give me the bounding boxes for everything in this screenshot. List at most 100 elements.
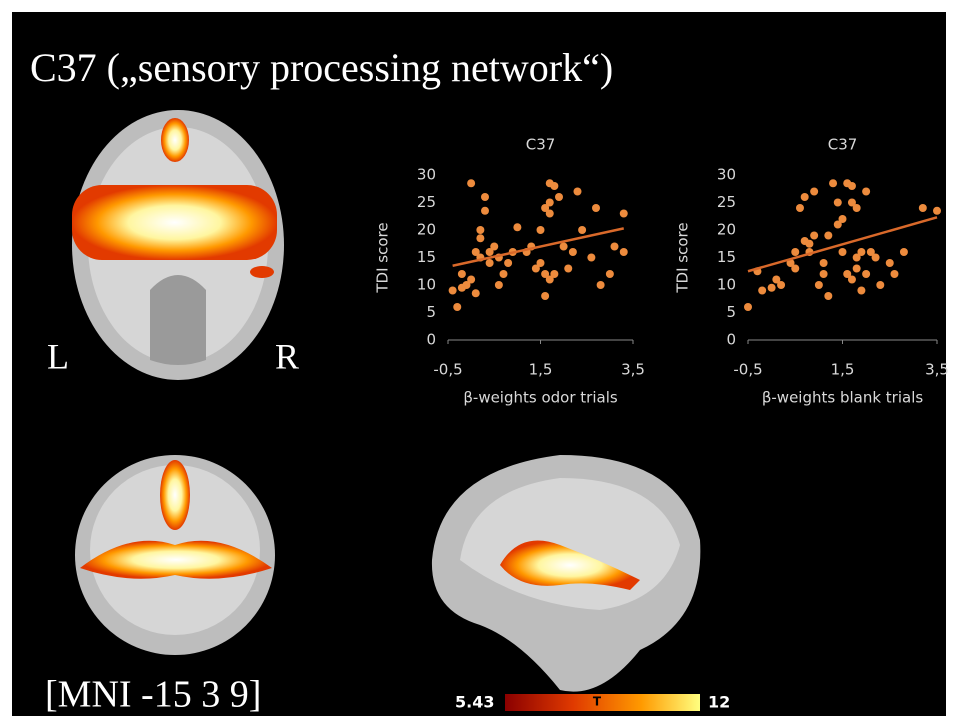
data-point xyxy=(476,226,484,234)
data-point xyxy=(592,204,600,212)
axial-brain xyxy=(72,110,284,380)
chart-title: C37 xyxy=(526,136,556,154)
data-point xyxy=(458,270,466,278)
data-point xyxy=(486,259,494,267)
data-point xyxy=(495,281,503,289)
data-point xyxy=(606,270,614,278)
data-point xyxy=(820,270,828,278)
data-point xyxy=(886,259,894,267)
data-point xyxy=(537,259,545,267)
y-tick-label: 5 xyxy=(426,303,436,321)
data-point xyxy=(481,193,489,201)
data-point xyxy=(829,179,837,187)
data-point xyxy=(857,287,865,295)
data-point xyxy=(564,265,572,273)
data-point xyxy=(555,193,563,201)
data-point xyxy=(805,240,813,248)
data-point xyxy=(449,287,457,295)
left-label: L xyxy=(47,336,69,376)
data-point xyxy=(620,210,628,218)
data-point xyxy=(919,204,927,212)
data-point xyxy=(550,270,558,278)
y-tick-label: 20 xyxy=(417,221,436,239)
y-tick-label: 20 xyxy=(717,221,736,239)
x-tick-label: 1,5 xyxy=(831,361,855,379)
y-axis-label: TDI score xyxy=(374,222,392,293)
data-point xyxy=(824,292,832,300)
data-point xyxy=(560,243,568,251)
x-tick-label: 1,5 xyxy=(529,361,553,379)
data-point xyxy=(834,199,842,207)
data-point xyxy=(481,207,489,215)
x-tick-label: 3,5 xyxy=(925,361,949,379)
x-tick-label: -0,5 xyxy=(733,361,762,379)
data-point xyxy=(791,248,799,256)
data-point xyxy=(876,281,884,289)
slide-title: C37 („sensory processing network“) xyxy=(30,45,613,90)
data-point xyxy=(504,259,512,267)
x-axis-label: β-weights blank trials xyxy=(762,389,924,407)
data-point xyxy=(587,254,595,262)
data-point xyxy=(578,226,586,234)
data-point xyxy=(862,270,870,278)
data-point xyxy=(848,182,856,190)
colorbar-label: T xyxy=(593,695,602,709)
data-point xyxy=(933,207,941,215)
data-point xyxy=(768,284,776,292)
chart-title: C37 xyxy=(828,136,858,154)
data-point xyxy=(796,204,804,212)
data-point xyxy=(890,270,898,278)
y-tick-label: 0 xyxy=(726,331,736,349)
colorbar-min: 5.43 xyxy=(455,693,494,712)
data-point xyxy=(853,265,861,273)
data-point xyxy=(597,281,605,289)
data-point xyxy=(848,276,856,284)
data-point xyxy=(862,188,870,196)
data-point xyxy=(839,215,847,223)
data-point xyxy=(490,243,498,251)
y-tick-label: 30 xyxy=(417,166,436,184)
y-tick-label: 0 xyxy=(426,331,436,349)
data-point xyxy=(853,204,861,212)
data-point xyxy=(839,248,847,256)
data-point xyxy=(777,281,785,289)
data-point xyxy=(758,287,766,295)
y-tick-label: 30 xyxy=(717,166,736,184)
y-tick-label: 25 xyxy=(717,193,736,211)
data-point xyxy=(810,188,818,196)
data-point xyxy=(537,226,545,234)
data-point xyxy=(801,193,809,201)
data-point xyxy=(857,248,865,256)
data-point xyxy=(467,179,475,187)
data-point xyxy=(815,281,823,289)
data-point xyxy=(810,232,818,240)
colorbar xyxy=(505,694,700,711)
data-point xyxy=(476,234,484,242)
y-tick-label: 10 xyxy=(417,276,436,294)
data-point xyxy=(791,265,799,273)
data-point xyxy=(900,248,908,256)
data-point xyxy=(820,259,828,267)
data-point xyxy=(574,188,582,196)
data-point xyxy=(620,248,628,256)
y-tick-label: 15 xyxy=(417,248,436,266)
data-point xyxy=(453,303,461,311)
right-label: R xyxy=(275,336,299,376)
data-point xyxy=(744,303,752,311)
y-tick-label: 10 xyxy=(717,276,736,294)
x-tick-label: 3,5 xyxy=(621,361,645,379)
y-tick-label: 15 xyxy=(717,248,736,266)
data-point xyxy=(550,182,558,190)
mni-coordinates: [MNI -15 3 9] xyxy=(45,674,261,716)
data-point xyxy=(569,248,577,256)
data-point xyxy=(513,223,521,231)
data-point xyxy=(541,292,549,300)
y-axis-label: TDI score xyxy=(674,222,692,293)
data-point xyxy=(500,270,508,278)
slide: C37 („sensory processing network“) L R [… xyxy=(0,0,958,727)
data-point xyxy=(472,289,480,297)
data-point xyxy=(546,199,554,207)
data-point xyxy=(611,243,619,251)
x-axis-label: β-weights odor trials xyxy=(463,389,618,407)
y-tick-label: 25 xyxy=(417,193,436,211)
